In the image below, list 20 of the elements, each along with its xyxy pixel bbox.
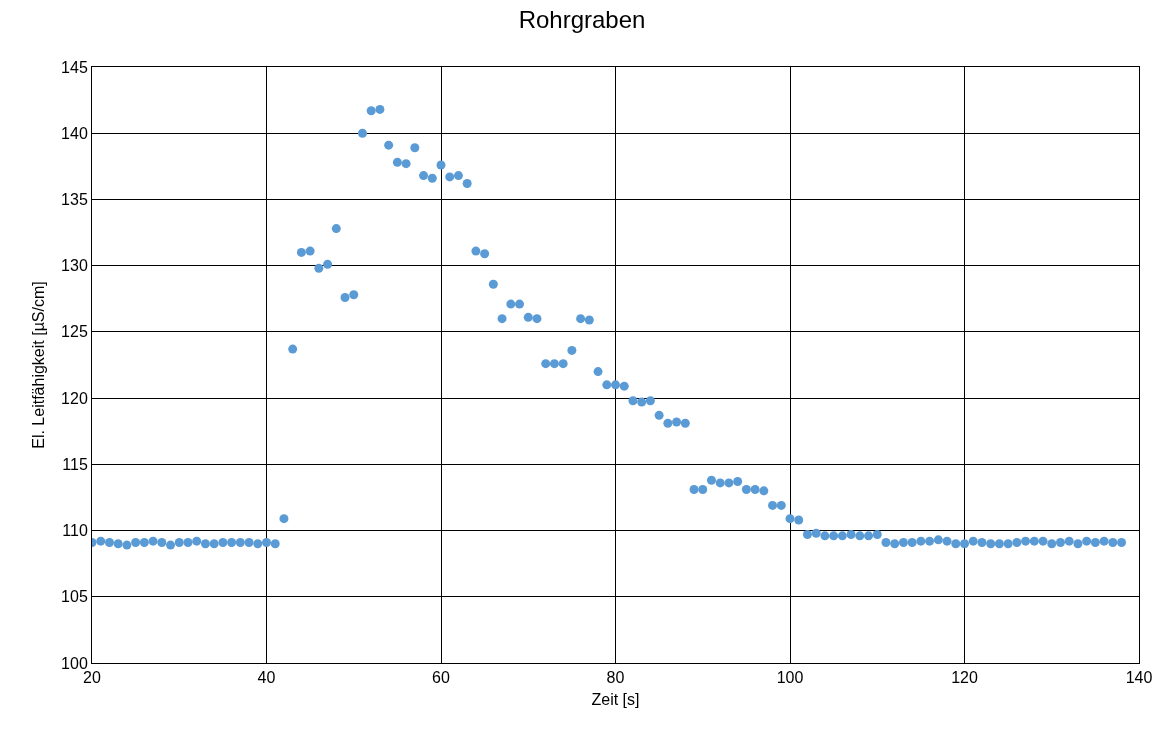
x-axis-title: Zeit [s] — [591, 690, 640, 708]
y-axis-title: El. Leitfähigkeit [µS/cm] — [30, 281, 47, 449]
y-tick-label: 110 — [62, 522, 88, 540]
y-tick-label: 120 — [61, 389, 88, 407]
x-tick-label: 60 — [432, 669, 450, 687]
y-tick-label: 145 — [61, 58, 88, 76]
y-tick-label: 130 — [61, 257, 88, 275]
x-tick-label: 40 — [257, 669, 276, 687]
x-tick-label: 20 — [83, 669, 101, 687]
y-tick-label: 105 — [61, 588, 88, 606]
y-tick-label: 140 — [61, 124, 88, 142]
y-tick-label: 135 — [61, 191, 88, 209]
x-tick-label: 120 — [951, 669, 978, 687]
x-tick-label: 80 — [606, 669, 625, 687]
y-tick-label: 125 — [61, 323, 88, 341]
chart-title: Rohrgraben — [518, 5, 646, 33]
y-tick-label: 115 — [62, 455, 88, 473]
y-tick-label: 100 — [61, 654, 88, 672]
x-tick-label: 140 — [1125, 669, 1153, 687]
x-tick-label: 100 — [776, 669, 804, 687]
